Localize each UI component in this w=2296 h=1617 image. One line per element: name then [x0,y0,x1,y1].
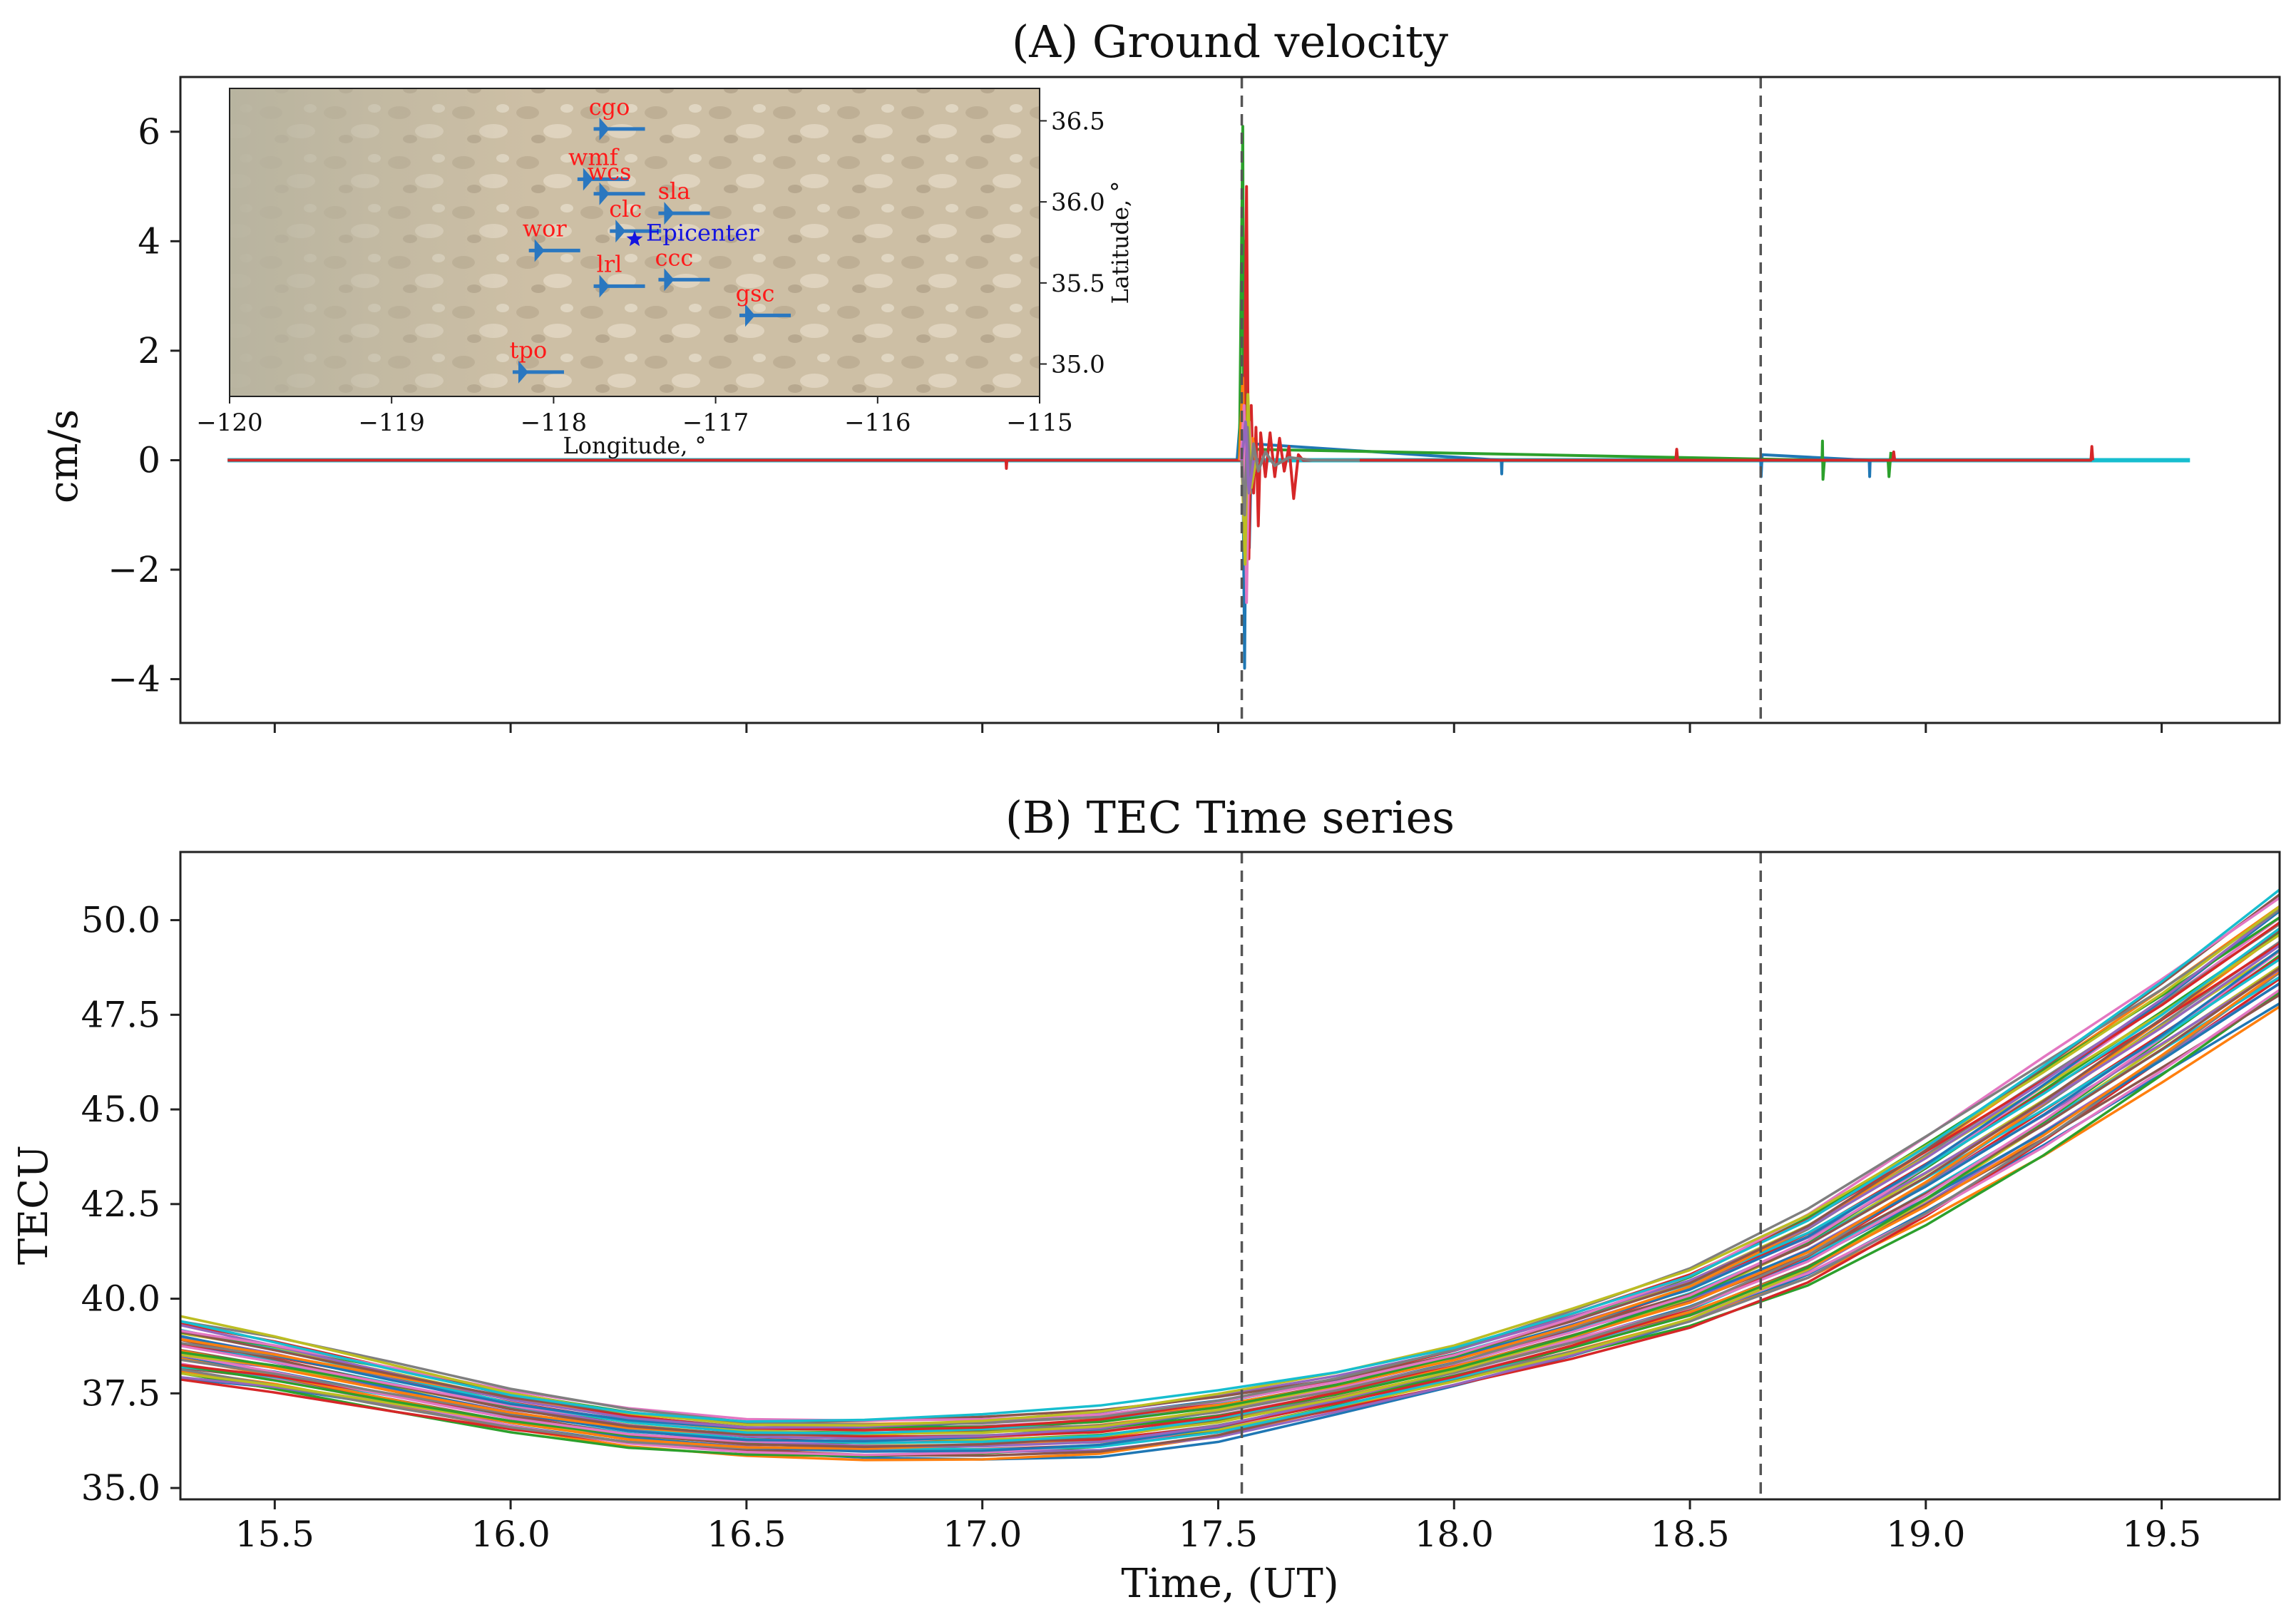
station-marker-lrl [593,274,645,298]
tec-series-line [180,970,2280,1450]
tec-series-line [180,950,2280,1443]
panel-b-x-tick-label: 19.0 [1886,1514,1965,1555]
tec-series-line [180,967,2280,1449]
inset-map-x-tick-label: −119 [359,409,425,437]
panel-a-y-tick-label: 4 [138,220,160,262]
panel-b-x-ticks: 15.5 16.0 16.5 17.0 17.5 18.0 18.5 19.0 19.5 [235,1499,2201,1555]
panel-b-y-tick-label: 45.0 [81,1089,160,1130]
tec-series-line [180,982,2280,1453]
panel-a-y-tick-label: −2 [108,549,160,590]
station-label-sla: sla [658,178,691,205]
station-marker-clc [610,220,662,243]
panel-b-x-tick-label: 17.5 [1179,1514,1258,1555]
station-marker-gsc [739,304,791,327]
inset-map-x-ticks: −120 −119 −118 −117 −116 −115 [196,396,1073,437]
inset-map-x-tick-label: −118 [521,409,587,437]
panel-b-y-tick-label: 40.0 [81,1278,160,1320]
panel-a-plot-area [227,77,2190,723]
panel-b-x-tick-label: 18.0 [1415,1514,1494,1555]
inset-map-frame [229,88,1040,397]
tec-series-line [180,976,2280,1451]
station-label-ccc: ccc [655,244,694,271]
panel-a-y-tick-label: −4 [108,659,160,700]
station-label-wmf: wmf [568,143,620,170]
panel-a-frame [179,76,2281,724]
panel-b-x-tick-label: 17.0 [943,1514,1022,1555]
velocity-series-line [1240,420,1256,495]
inset-map-x-tick-label: −120 [196,409,262,437]
inset-map-y-tick-label: 36.0 [1051,188,1105,217]
station-label-gsc: gsc [736,279,775,307]
station-label-tpo: tpo [510,337,548,364]
panel-b-y-ticks: 35.0 37.5 40.0 42.5 45.0 47.5 50.0 [81,900,180,1509]
station-label-lrl: lrl [597,250,622,277]
inset-map-y-tick-label: 35.0 [1051,351,1105,379]
panel-b-y-tick-label: 42.5 [81,1184,160,1225]
station-label-wcs: wcs [588,158,632,185]
station-marker-ccc [658,268,710,292]
panel-b-x-tick-label: 16.0 [471,1514,550,1555]
tec-series-line [180,968,2280,1448]
station-marker-cgo [593,117,645,140]
inset-map-y-tick-label: 36.5 [1051,107,1105,135]
tec-series-line [180,893,2280,1424]
inset-map-x-tick-label: −116 [844,409,911,437]
tec-series-line [180,965,2280,1447]
panel-b-y-tick-label: 35.0 [81,1467,160,1509]
station-marker-wmf [577,168,629,191]
panel-b-y-tick-label: 37.5 [81,1372,160,1414]
panel-a-title: (A) Ground velocity [1012,16,1448,68]
panel-b-y-tick-label: 50.0 [81,900,160,941]
velocity-series-line [1235,349,1872,670]
tec-time-series-panel: (B) TEC Time series TECU Time, (UT) 35.0… [11,791,2281,1607]
panel-a-y-tick-label: 0 [138,439,160,481]
panel-b-title: (B) TEC Time series [1005,791,1455,843]
inset-map-x-label: Longitude, ° [563,432,706,459]
tec-series-line [180,905,2280,1427]
station-label-wor: wor [523,215,568,242]
station-label-cgo: cgo [589,93,630,120]
tec-series-line [180,949,2280,1441]
velocity-series-line [1238,125,1892,544]
panel-a-y-ticks: −4 −2 0 2 4 6 [108,111,180,700]
panel-a-y-tick-label: 2 [138,330,160,371]
velocity-series-line [227,185,2094,560]
panel-a-x-ticks [273,723,2163,733]
tec-series-line [180,977,2280,1452]
station-marker-wcs [593,182,645,205]
panel-a-y-tick-label: 6 [138,111,160,153]
panel-b-y-label: TECU [11,1145,57,1265]
tec-series-line [180,971,2280,1451]
station-marker-tpo [512,360,564,384]
inset-map-x-tick-label: −117 [682,409,749,437]
velocity-series-line [1240,393,1258,566]
inset-map-x-tick-label: −115 [1006,409,1072,437]
epicenter-star-icon [626,230,643,247]
station-marker-sla [658,202,710,225]
panel-b-plot-area [180,852,2280,1499]
ground-velocity-panel: (A) Ground velocity cm/s −4 −2 0 2 4 6 cgo wmf… [41,16,2281,733]
inset-map-valley [230,88,529,396]
tec-series-line [180,888,2280,1423]
inset-map-y-ticks: 35.0 35.5 36.0 36.5 [1040,107,1105,379]
station-marker-wor [528,239,580,262]
tec-series-line [180,948,2280,1442]
panel-b-x-tick-label: 18.5 [1650,1514,1729,1555]
panel-b-x-tick-label: 15.5 [235,1514,314,1555]
inset-map-y-label: Latitude, ° [1107,181,1134,304]
tec-series-line [180,908,2280,1427]
tec-series-line [180,982,2280,1454]
panel-b-y-tick-label: 47.5 [81,994,160,1035]
panel-a-y-label: cm/s [41,409,87,503]
panel-b-x-label: Time, (UT) [1121,1561,1338,1607]
panel-b-x-tick-label: 19.5 [2122,1514,2201,1555]
epicenter-label: Epicenter [646,219,759,246]
panel-b-x-tick-label: 16.5 [707,1514,786,1555]
station-label-clc: clc [609,195,642,222]
panel-b-frame [179,851,2281,1501]
tec-series-line [180,905,2280,1426]
inset-map-y-tick-label: 35.5 [1051,270,1105,298]
